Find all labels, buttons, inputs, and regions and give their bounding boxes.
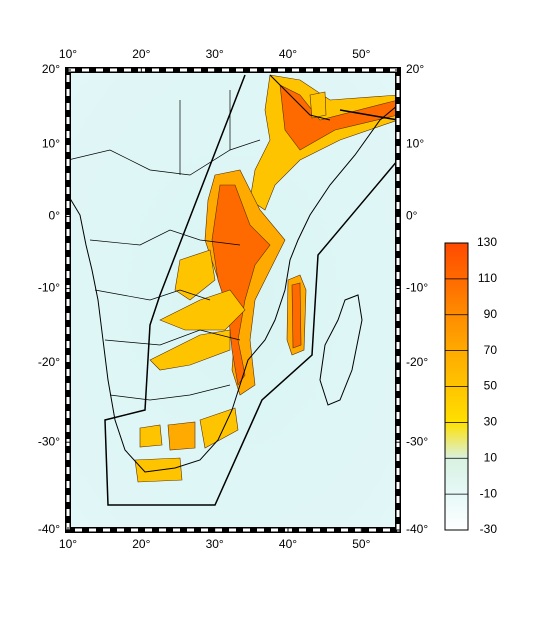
lat-tick-label: 0° (49, 209, 61, 223)
hazard-field (134, 74, 398, 483)
colorbar-label: -30 (480, 522, 498, 536)
map-frame (65, 67, 401, 533)
lat-tick-label: -30° (38, 434, 60, 448)
colorbar-label: -10 (480, 486, 498, 500)
madagascar (319, 294, 363, 406)
lon-tick-label: 10° (59, 537, 77, 551)
colorbar-label: 30 (484, 415, 498, 429)
lat-tick-label: 10° (42, 137, 60, 151)
lon-tick-label: 50° (352, 47, 370, 61)
lon-tick-label: 20° (132, 537, 150, 551)
colorbar-label: 130 (477, 235, 497, 249)
lat-tick-label: 10° (406, 137, 424, 151)
coastline (68, 104, 398, 473)
lon-tick-label: 40° (279, 47, 297, 61)
lon-tick-label: 50° (352, 537, 370, 551)
lon-tick-label: 30° (206, 47, 224, 61)
colorbar-label: 90 (484, 307, 498, 321)
lon-tick-label: 10° (59, 47, 77, 61)
map-area (68, 70, 398, 530)
borders (68, 90, 261, 401)
lon-tick-label: 40° (279, 537, 297, 551)
colorbar-label: 10 (484, 450, 498, 464)
coastline (269, 74, 331, 121)
lat-tick-label: -20° (38, 355, 60, 369)
lat-tick-label: -20° (406, 355, 428, 369)
lat-tick-label: -30° (406, 434, 428, 448)
lat-tick-label: -10° (406, 281, 428, 295)
colorbar-label: 70 (484, 343, 498, 357)
lat-tick-label: 0° (406, 209, 418, 223)
lon-tick-label: 30° (206, 537, 224, 551)
lat-tick-label: -10° (38, 281, 60, 295)
zone-boundary (104, 74, 398, 506)
colorbar-label: 110 (478, 271, 497, 285)
colorbar: 130 110 90 70 50 30 10 -10 -30 (444, 235, 498, 536)
lat-tick-label: -40° (406, 522, 428, 536)
lat-tick-label: 20° (42, 62, 60, 76)
colorbar-label: 50 (484, 379, 498, 393)
lat-tick-label: 20° (406, 62, 424, 76)
lat-tick-label: -40° (38, 522, 60, 536)
lon-tick-label: 20° (132, 47, 150, 61)
